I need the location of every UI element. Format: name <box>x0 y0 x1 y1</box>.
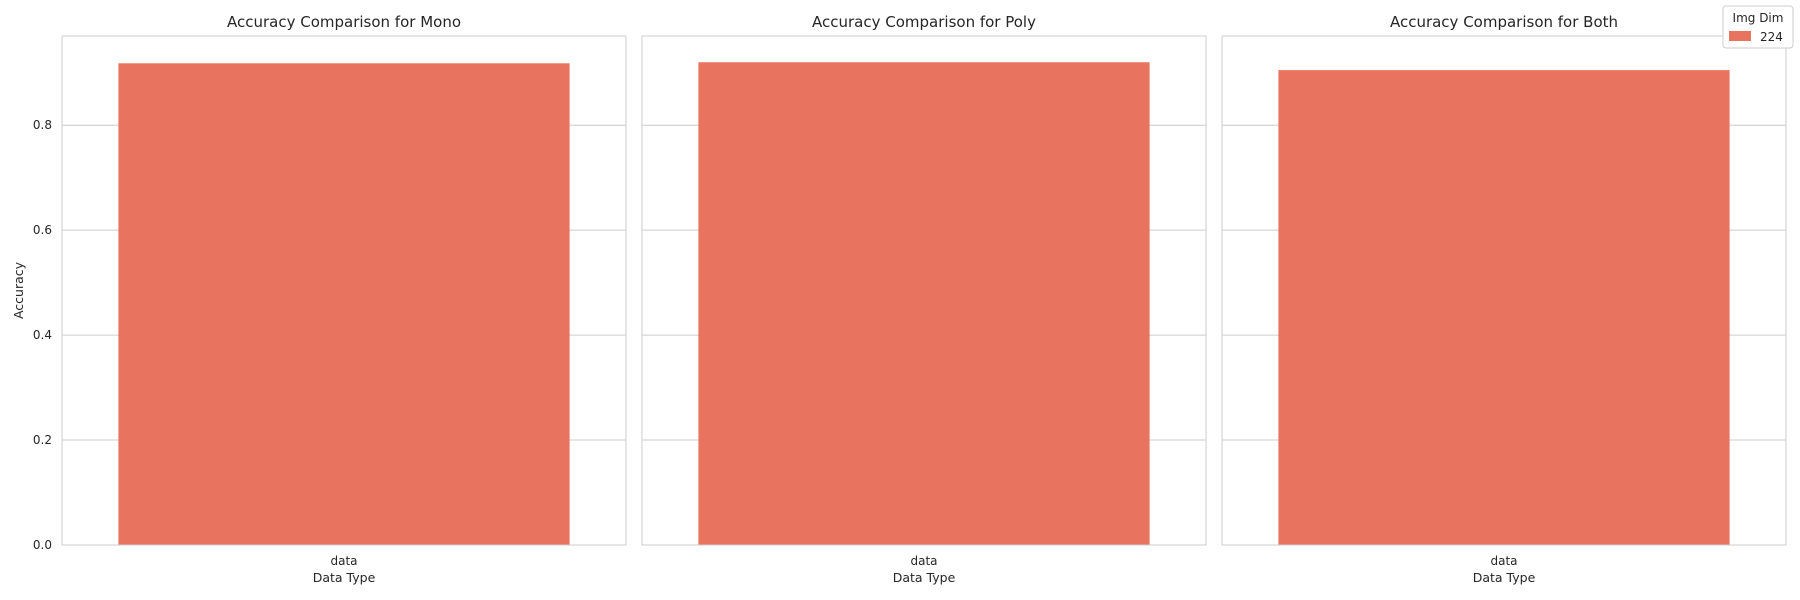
legend-swatch <box>1729 31 1751 41</box>
legend-title: Img Dim <box>1733 11 1784 25</box>
x-tick-label: data <box>910 554 937 568</box>
y-tick-label: 0.4 <box>33 328 52 342</box>
x-axis-label: Data Type <box>1473 570 1536 585</box>
plot-frame <box>1221 35 1787 546</box>
legend-entry-label: 224 <box>1760 30 1783 44</box>
chart-title: Accuracy Comparison for Mono <box>227 13 461 31</box>
x-axis-label: Data Type <box>893 570 956 585</box>
y-tick-label: 0.0 <box>33 538 52 552</box>
y-tick-label: 0.6 <box>33 223 52 237</box>
chart-panel-1: data 0.0 0.2 0.4 0.6 0.8 Accuracy Comparison f… <box>11 13 627 585</box>
x-axis-label: Data Type <box>313 570 376 585</box>
x-tick-label: data <box>1490 554 1517 568</box>
bar-data <box>118 63 570 546</box>
plot-frame <box>641 35 1207 546</box>
chart-title: Accuracy Comparison for Poly <box>812 13 1036 31</box>
chart-panel-2: data Accuracy Comparison for Poly Data Typ… <box>641 13 1207 585</box>
y-axis-label: Accuracy <box>11 261 26 319</box>
bar-data <box>1278 70 1730 545</box>
y-tick-label: 0.2 <box>33 433 52 447</box>
x-tick-label: data <box>330 554 357 568</box>
chart-panel-3: data Accuracy Comparison for Both Data Typ… <box>1221 13 1787 585</box>
plot-frame <box>61 35 627 546</box>
chart-title: Accuracy Comparison for Both <box>1390 13 1618 31</box>
bar-data <box>698 62 1150 545</box>
legend: Img Dim 224 <box>1722 5 1794 49</box>
y-tick-label: 0.8 <box>33 118 52 132</box>
